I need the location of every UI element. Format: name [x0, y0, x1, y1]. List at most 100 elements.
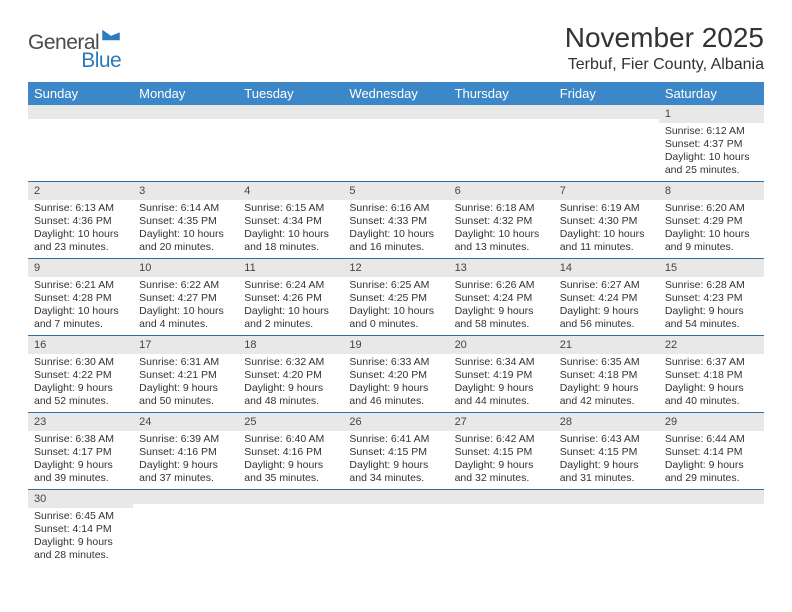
day-cell: 10Sunrise: 6:22 AMSunset: 4:27 PMDayligh…: [133, 259, 238, 336]
day-number: 20: [449, 336, 554, 354]
day-body: Sunrise: 6:41 AMSunset: 4:15 PMDaylight:…: [343, 431, 448, 489]
sunrise-text: Sunrise: 6:43 AM: [560, 433, 653, 446]
day-cell: 7Sunrise: 6:19 AMSunset: 4:30 PMDaylight…: [554, 182, 659, 259]
sunset-text: Sunset: 4:37 PM: [665, 138, 758, 151]
day-cell: 27Sunrise: 6:42 AMSunset: 4:15 PMDayligh…: [449, 413, 554, 490]
day-number: [343, 105, 448, 119]
sunrise-text: Sunrise: 6:26 AM: [455, 279, 548, 292]
day-number: 14: [554, 259, 659, 277]
day-cell: 14Sunrise: 6:27 AMSunset: 4:24 PMDayligh…: [554, 259, 659, 336]
day-number: 15: [659, 259, 764, 277]
day-cell: 11Sunrise: 6:24 AMSunset: 4:26 PMDayligh…: [238, 259, 343, 336]
day-header: Sunday: [28, 82, 133, 105]
sunset-text: Sunset: 4:15 PM: [455, 446, 548, 459]
day-number: 26: [343, 413, 448, 431]
day-cell: [343, 105, 448, 182]
sunrise-text: Sunrise: 6:12 AM: [665, 125, 758, 138]
location: Terbuf, Fier County, Albania: [565, 56, 764, 74]
brand-part2: Blue: [81, 49, 121, 72]
day-body: Sunrise: 6:43 AMSunset: 4:15 PMDaylight:…: [554, 431, 659, 489]
day-cell: [28, 105, 133, 182]
day-header: Wednesday: [343, 82, 448, 105]
day-body: Sunrise: 6:21 AMSunset: 4:28 PMDaylight:…: [28, 277, 133, 335]
day-number: 21: [554, 336, 659, 354]
daylight-text: Daylight: 10 hours and 4 minutes.: [139, 305, 232, 331]
sunset-text: Sunset: 4:34 PM: [244, 215, 337, 228]
day-body: Sunrise: 6:42 AMSunset: 4:15 PMDaylight:…: [449, 431, 554, 489]
daylight-text: Daylight: 9 hours and 58 minutes.: [455, 305, 548, 331]
sunset-text: Sunset: 4:23 PM: [665, 292, 758, 305]
day-body: Sunrise: 6:12 AMSunset: 4:37 PMDaylight:…: [659, 123, 764, 181]
day-body: [238, 504, 343, 510]
daylight-text: Daylight: 10 hours and 23 minutes.: [34, 228, 127, 254]
day-cell: [343, 490, 448, 567]
day-number: 5: [343, 182, 448, 200]
daylight-text: Daylight: 10 hours and 11 minutes.: [560, 228, 653, 254]
day-number: 24: [133, 413, 238, 431]
day-cell: 2Sunrise: 6:13 AMSunset: 4:36 PMDaylight…: [28, 182, 133, 259]
sunrise-text: Sunrise: 6:30 AM: [34, 356, 127, 369]
sunset-text: Sunset: 4:18 PM: [560, 369, 653, 382]
day-body: [554, 119, 659, 125]
day-body: Sunrise: 6:35 AMSunset: 4:18 PMDaylight:…: [554, 354, 659, 412]
daylight-text: Daylight: 10 hours and 13 minutes.: [455, 228, 548, 254]
daylight-text: Daylight: 9 hours and 40 minutes.: [665, 382, 758, 408]
sunset-text: Sunset: 4:16 PM: [244, 446, 337, 459]
daylight-text: Daylight: 9 hours and 56 minutes.: [560, 305, 653, 331]
sunrise-text: Sunrise: 6:28 AM: [665, 279, 758, 292]
sunrise-text: Sunrise: 6:19 AM: [560, 202, 653, 215]
daylight-text: Daylight: 10 hours and 25 minutes.: [665, 151, 758, 177]
day-body: Sunrise: 6:30 AMSunset: 4:22 PMDaylight:…: [28, 354, 133, 412]
day-cell: 25Sunrise: 6:40 AMSunset: 4:16 PMDayligh…: [238, 413, 343, 490]
day-cell: 18Sunrise: 6:32 AMSunset: 4:20 PMDayligh…: [238, 336, 343, 413]
day-body: [28, 119, 133, 125]
sunrise-text: Sunrise: 6:35 AM: [560, 356, 653, 369]
sunset-text: Sunset: 4:26 PM: [244, 292, 337, 305]
sunset-text: Sunset: 4:36 PM: [34, 215, 127, 228]
sunset-text: Sunset: 4:21 PM: [139, 369, 232, 382]
sunset-text: Sunset: 4:14 PM: [34, 523, 127, 536]
daylight-text: Daylight: 10 hours and 18 minutes.: [244, 228, 337, 254]
day-cell: 1Sunrise: 6:12 AMSunset: 4:37 PMDaylight…: [659, 105, 764, 182]
sunset-text: Sunset: 4:24 PM: [455, 292, 548, 305]
day-number: 18: [238, 336, 343, 354]
day-number: [659, 490, 764, 504]
day-number: [133, 105, 238, 119]
daylight-text: Daylight: 10 hours and 0 minutes.: [349, 305, 442, 331]
day-number: 16: [28, 336, 133, 354]
daylight-text: Daylight: 9 hours and 35 minutes.: [244, 459, 337, 485]
day-number: 7: [554, 182, 659, 200]
day-body: Sunrise: 6:45 AMSunset: 4:14 PMDaylight:…: [28, 508, 133, 566]
sunset-text: Sunset: 4:15 PM: [349, 446, 442, 459]
sunset-text: Sunset: 4:20 PM: [349, 369, 442, 382]
week-row: 23Sunrise: 6:38 AMSunset: 4:17 PMDayligh…: [28, 413, 764, 490]
day-cell: [449, 490, 554, 567]
day-cell: 8Sunrise: 6:20 AMSunset: 4:29 PMDaylight…: [659, 182, 764, 259]
day-cell: 23Sunrise: 6:38 AMSunset: 4:17 PMDayligh…: [28, 413, 133, 490]
title-block: November 2025 Terbuf, Fier County, Alban…: [565, 22, 764, 74]
day-cell: 12Sunrise: 6:25 AMSunset: 4:25 PMDayligh…: [343, 259, 448, 336]
day-number: 11: [238, 259, 343, 277]
day-body: [554, 504, 659, 510]
day-body: Sunrise: 6:32 AMSunset: 4:20 PMDaylight:…: [238, 354, 343, 412]
sunset-text: Sunset: 4:16 PM: [139, 446, 232, 459]
day-number: 8: [659, 182, 764, 200]
day-cell: 17Sunrise: 6:31 AMSunset: 4:21 PMDayligh…: [133, 336, 238, 413]
day-body: Sunrise: 6:24 AMSunset: 4:26 PMDaylight:…: [238, 277, 343, 335]
day-cell: 5Sunrise: 6:16 AMSunset: 4:33 PMDaylight…: [343, 182, 448, 259]
day-body: [343, 119, 448, 125]
day-body: Sunrise: 6:37 AMSunset: 4:18 PMDaylight:…: [659, 354, 764, 412]
sunrise-text: Sunrise: 6:40 AM: [244, 433, 337, 446]
day-cell: 24Sunrise: 6:39 AMSunset: 4:16 PMDayligh…: [133, 413, 238, 490]
sunrise-text: Sunrise: 6:18 AM: [455, 202, 548, 215]
day-body: [133, 504, 238, 510]
day-cell: 21Sunrise: 6:35 AMSunset: 4:18 PMDayligh…: [554, 336, 659, 413]
day-number: 23: [28, 413, 133, 431]
daylight-text: Daylight: 9 hours and 34 minutes.: [349, 459, 442, 485]
day-body: Sunrise: 6:18 AMSunset: 4:32 PMDaylight:…: [449, 200, 554, 258]
day-cell: 22Sunrise: 6:37 AMSunset: 4:18 PMDayligh…: [659, 336, 764, 413]
daylight-text: Daylight: 9 hours and 29 minutes.: [665, 459, 758, 485]
week-row: 1Sunrise: 6:12 AMSunset: 4:37 PMDaylight…: [28, 105, 764, 182]
day-number: [133, 490, 238, 504]
day-body: [238, 119, 343, 125]
